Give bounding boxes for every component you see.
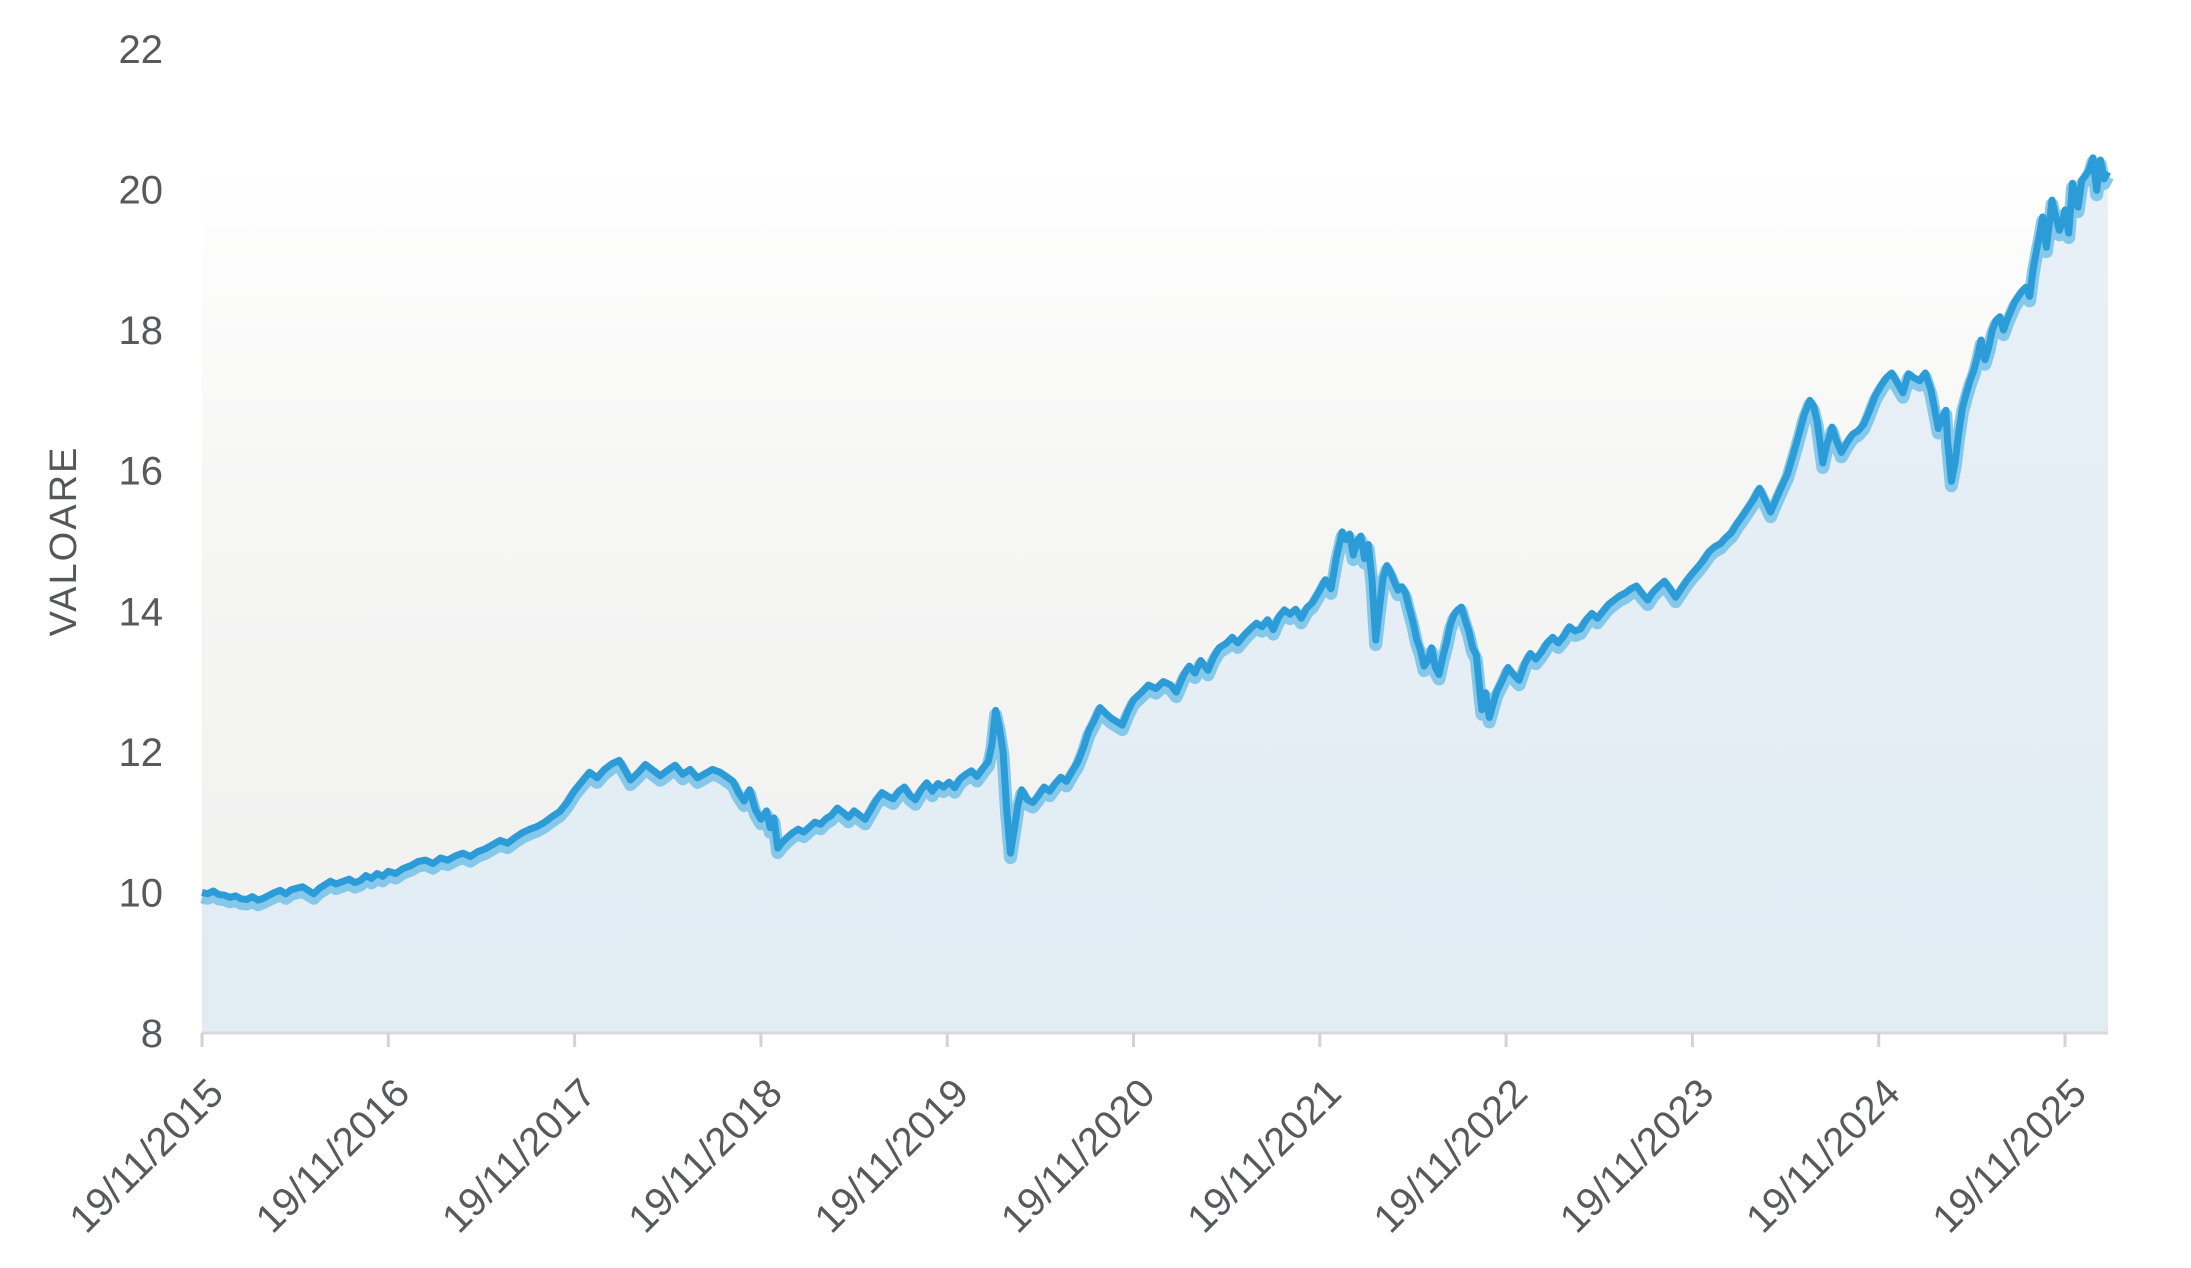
y-axis-tick-label: 10	[119, 871, 164, 915]
y-axis-tick-label: 18	[119, 309, 164, 353]
y-axis-tick-label: 16	[119, 450, 164, 494]
x-axis-tick-label: 19/11/2025	[1924, 1071, 2095, 1242]
x-axis-tick-label: 19/11/2021	[1179, 1071, 1350, 1242]
plot-area: 19/11/2015 19/11/2016 19/11/2017 19/11/2018…	[61, 28, 2114, 1242]
y-axis-tick-label: 8	[141, 1012, 163, 1056]
y-axis-tick-label: 20	[119, 169, 164, 213]
x-axis-tick-label: 19/11/2016	[248, 1071, 419, 1242]
x-axis-tick-label: 19/11/2024	[1738, 1071, 1909, 1242]
series-line	[201, 154, 2111, 904]
series-area-fill	[202, 157, 2108, 1033]
y-axis-tick-label: 14	[119, 590, 164, 634]
x-axis-tick-label: 19/11/2017	[434, 1071, 605, 1242]
x-axis-tick-label: 19/11/2015	[61, 1071, 232, 1242]
y-axis-tick-label: 22	[119, 28, 164, 72]
x-axis-tick-label: 19/11/2018	[620, 1071, 791, 1242]
x-axis-tick-label: 19/11/2020	[993, 1071, 1164, 1242]
x-axis-tick-label: 19/11/2023	[1552, 1071, 1723, 1242]
x-axis-tick-label: 19/11/2022	[1365, 1071, 1536, 1242]
y-axis-title: VALOARE	[43, 446, 85, 637]
x-axis-tick-label: 19/11/2019	[807, 1071, 978, 1242]
y-axis-tick-label: 12	[119, 731, 164, 775]
